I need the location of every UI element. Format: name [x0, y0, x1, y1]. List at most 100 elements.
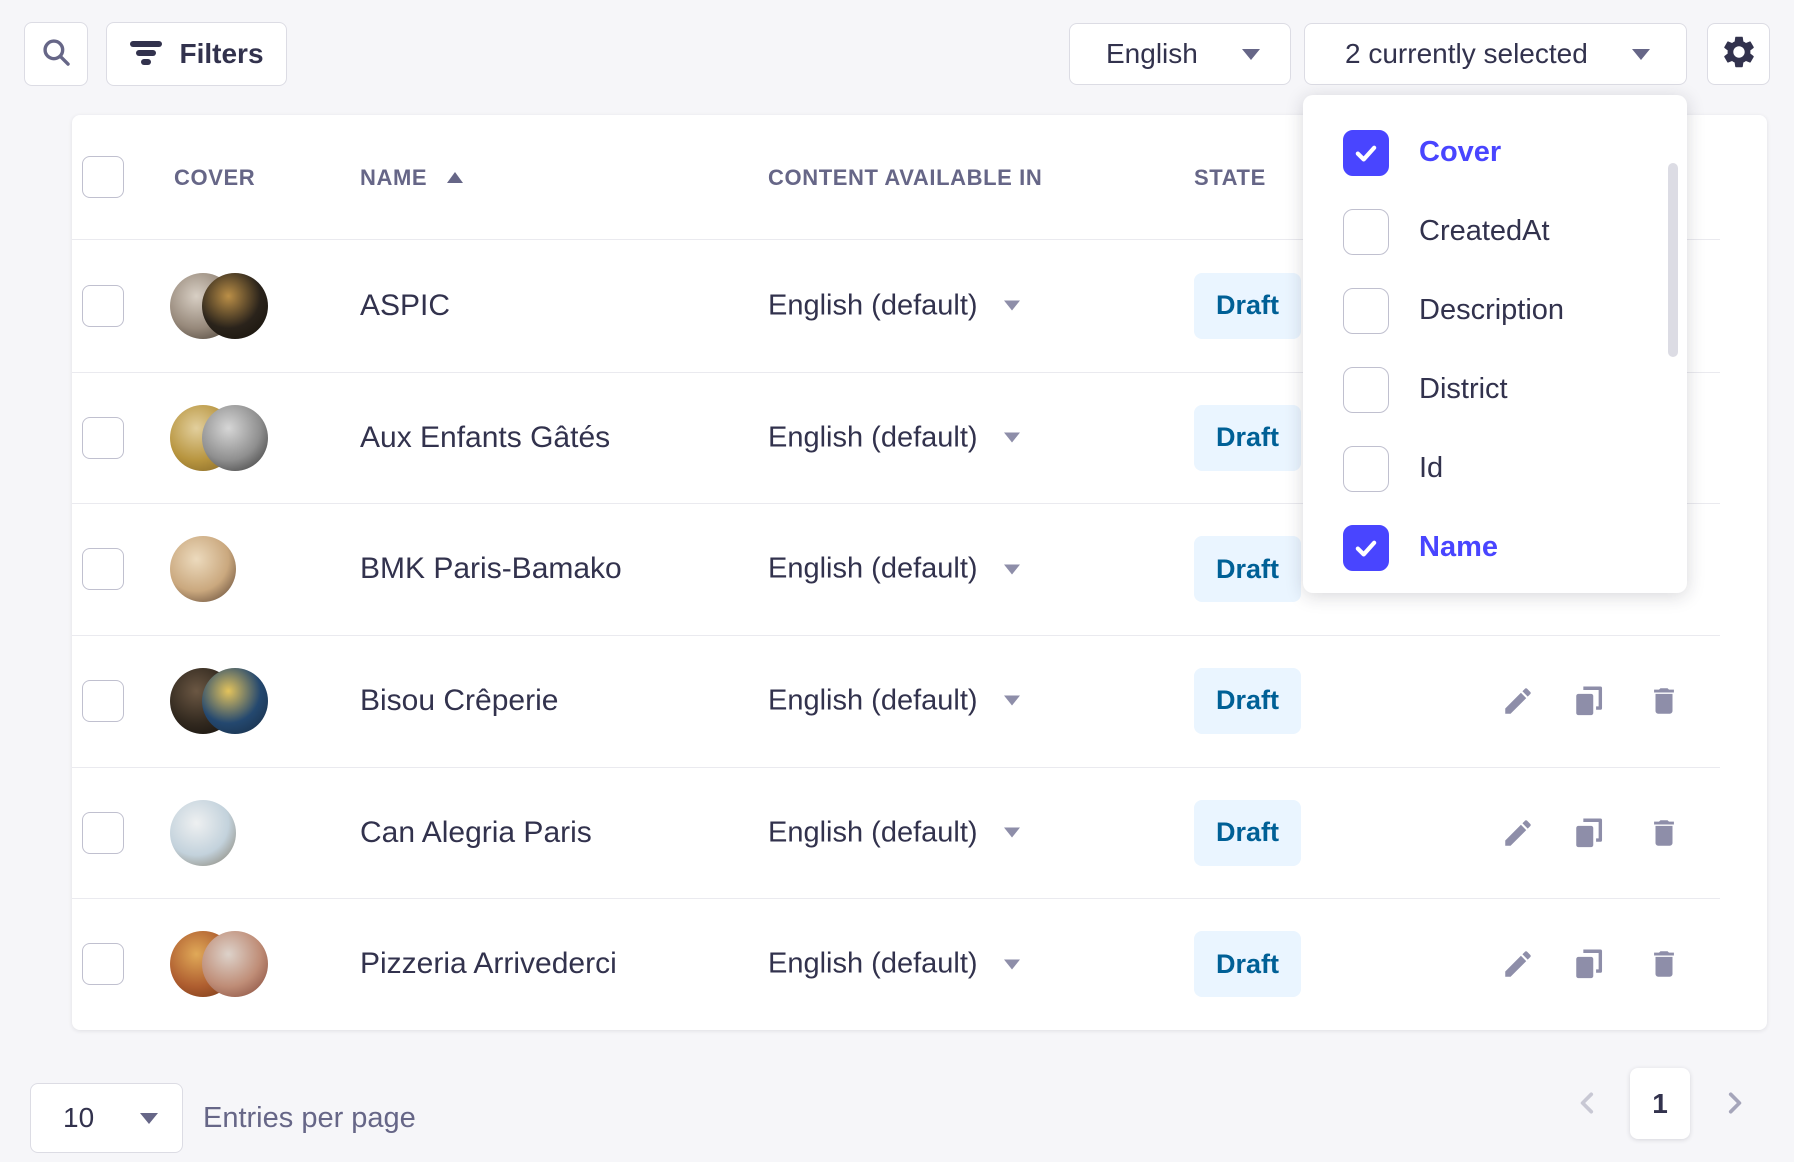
duplicate-icon — [1576, 949, 1603, 979]
checked-checkbox[interactable] — [1343, 524, 1389, 571]
table-body: ASPIC English (default) Draft Aux Enfants G… — [72, 240, 1767, 1030]
unchecked-checkbox[interactable] — [1343, 366, 1389, 413]
table-row[interactable]: BMK Paris-Bamako English (default) Draft — [72, 503, 1767, 635]
edit-button[interactable] — [1500, 946, 1536, 982]
chevron-down-icon — [1242, 48, 1260, 60]
row-checkbox[interactable] — [82, 284, 124, 327]
chevron-down-icon — [1003, 300, 1020, 311]
delete-icon — [1654, 688, 1674, 714]
settings-button[interactable] — [1707, 23, 1770, 85]
delete-button[interactable] — [1646, 683, 1682, 719]
locale-dropdown[interactable]: English (default) — [768, 289, 1020, 322]
cover-avatar-group — [170, 536, 236, 603]
state-badge: Draft — [1194, 931, 1302, 998]
dropdown-scrollbar[interactable] — [1668, 163, 1678, 357]
row-checkbox[interactable] — [82, 679, 124, 722]
cover-avatar — [202, 667, 268, 734]
duplicate-icon — [1576, 686, 1603, 716]
cover-avatar — [202, 931, 268, 998]
column-option-district[interactable]: District — [1303, 350, 1687, 429]
duplicate-icon — [1576, 818, 1603, 847]
column-header-cover: COVER — [174, 164, 256, 190]
unchecked-checkbox[interactable] — [1343, 208, 1389, 255]
filters-label: Filters — [179, 38, 264, 69]
edit-icon — [1505, 688, 1531, 714]
table-row[interactable]: ASPIC English (default) Draft — [72, 240, 1767, 372]
unchecked-checkbox[interactable] — [1343, 287, 1389, 334]
chevron-down-icon — [140, 1112, 158, 1124]
delete-button[interactable] — [1646, 946, 1682, 982]
chevron-down-icon — [1003, 432, 1020, 443]
locale-dropdown[interactable]: English (default) — [768, 948, 1020, 981]
entry-name: Aux Enfants Gâtés — [360, 420, 611, 454]
duplicate-button[interactable] — [1571, 946, 1607, 982]
locale-value: English (default) — [768, 816, 978, 849]
unchecked-checkbox[interactable] — [1343, 445, 1389, 492]
state-badge: Draft — [1194, 272, 1302, 339]
column-option-createdat[interactable]: CreatedAt — [1303, 192, 1687, 271]
locale-value: English (default) — [768, 684, 978, 717]
row-checkbox[interactable] — [82, 548, 124, 591]
table-row[interactable]: Can Alegria Paris English (default) Draft — [72, 766, 1767, 899]
row-checkbox[interactable] — [82, 416, 124, 459]
column-option-cover[interactable]: Cover — [1303, 113, 1687, 192]
duplicate-button[interactable] — [1571, 683, 1607, 719]
row-checkbox[interactable] — [82, 943, 124, 986]
chevron-down-icon — [1003, 959, 1020, 970]
locale-dropdown[interactable]: English (default) — [768, 816, 1020, 849]
locale-value: English (default) — [768, 552, 978, 585]
locale-dropdown[interactable]: English (default) — [768, 553, 1020, 586]
column-option-label: Cover — [1419, 136, 1502, 168]
locale-select[interactable]: English — [1069, 23, 1291, 85]
cover-avatar — [170, 799, 236, 866]
chevron-right-icon — [1728, 1092, 1742, 1114]
next-page-button[interactable] — [1714, 1083, 1754, 1123]
column-header-state: STATE — [1194, 164, 1266, 190]
row-checkbox[interactable] — [82, 811, 124, 854]
filter-icon — [129, 37, 163, 72]
entry-name: Can Alegria Paris — [360, 815, 592, 849]
search-button[interactable] — [24, 22, 88, 86]
edit-button[interactable] — [1500, 815, 1536, 851]
page-number-button[interactable]: 1 — [1630, 1068, 1690, 1139]
columns-dropdown-panel: Cover CreatedAt Description District Id Name — [1303, 95, 1687, 593]
column-option-name[interactable]: Name — [1303, 508, 1687, 587]
table-row[interactable]: Bisou Crêperie English (default) Draft — [72, 635, 1767, 767]
locale-value: English (default) — [768, 421, 978, 453]
state-badge: Draft — [1194, 667, 1302, 734]
checked-checkbox[interactable] — [1343, 129, 1389, 176]
column-header-name[interactable]: NAME — [360, 115, 464, 240]
chevron-down-icon — [1003, 695, 1020, 706]
page-size-select[interactable]: 10 — [30, 1083, 183, 1153]
cover-avatar — [202, 272, 268, 339]
delete-icon — [1654, 819, 1674, 846]
column-option-label: Name — [1419, 531, 1498, 563]
state-badge: Draft — [1194, 536, 1302, 603]
columns-select[interactable]: 2 currently selected — [1304, 23, 1687, 85]
duplicate-button[interactable] — [1571, 815, 1607, 851]
column-option-description[interactable]: Description — [1303, 271, 1687, 350]
edit-icon — [1505, 951, 1531, 977]
chevron-down-icon — [1003, 564, 1020, 575]
columns-select-value: 2 currently selected — [1345, 38, 1588, 69]
delete-button[interactable] — [1646, 815, 1682, 851]
entry-name: Bisou Crêperie — [360, 683, 559, 717]
cover-avatar-group — [170, 272, 268, 339]
table-row[interactable]: Pizzeria Arrivederci English (default) Dra… — [72, 898, 1767, 1030]
cover-avatar-group — [170, 799, 236, 866]
previous-page-button[interactable] — [1568, 1083, 1608, 1123]
search-icon — [39, 35, 73, 74]
locale-dropdown[interactable]: English (default) — [768, 421, 1020, 454]
entry-name: Pizzeria Arrivederci — [360, 947, 617, 981]
locale-dropdown[interactable]: English (default) — [768, 684, 1020, 717]
table-header-row: COVER NAME CONTENT AVAILABLE IN STATE — [72, 115, 1767, 240]
column-option-id[interactable]: Id — [1303, 429, 1687, 508]
filters-button[interactable]: Filters — [106, 22, 287, 86]
entries-per-page-label: Entries per page — [203, 1101, 416, 1134]
edit-button[interactable] — [1500, 683, 1536, 719]
chevron-down-icon — [1632, 48, 1650, 60]
sort-ascending-icon — [447, 172, 464, 183]
select-all-checkbox[interactable] — [82, 156, 124, 198]
cover-avatar-group — [170, 667, 268, 734]
state-badge: Draft — [1194, 799, 1302, 866]
